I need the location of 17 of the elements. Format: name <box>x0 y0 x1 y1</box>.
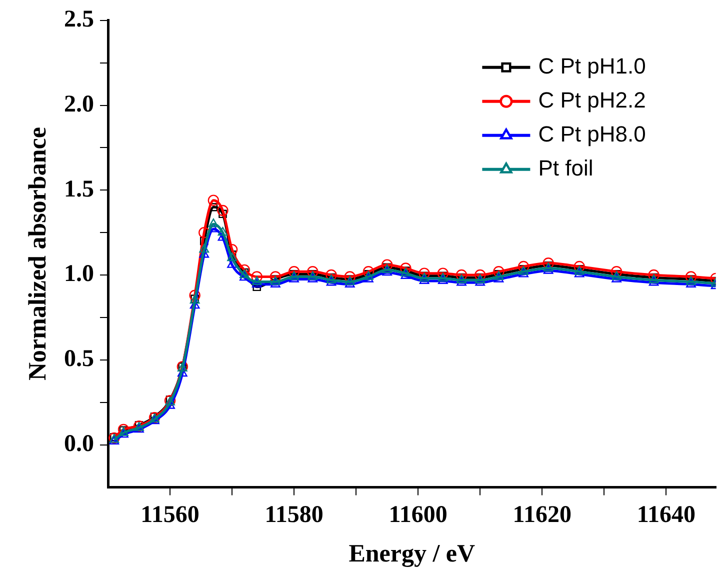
x-tick-label: 11580 <box>264 502 324 528</box>
legend-label: C Pt pH8.0 <box>538 121 646 146</box>
legend-label: Pt foil <box>538 155 594 180</box>
y-tick-label: 0.0 <box>64 430 94 457</box>
legend-label: C Pt pH2.2 <box>538 87 646 112</box>
x-tick-label: 11560 <box>140 502 200 528</box>
y-tick-label: 1.0 <box>64 261 94 288</box>
x-axis-title: Energy / eV <box>348 540 476 568</box>
y-axis-title: Normalized absorbance <box>24 127 52 381</box>
legend-label: C Pt pH1.0 <box>538 53 646 78</box>
x-tick-label: 11620 <box>512 502 572 528</box>
x-tick-label: 11600 <box>388 502 448 528</box>
y-tick-label: 1.5 <box>64 176 94 202</box>
y-tick-label: 2.5 <box>64 6 94 33</box>
x-tick-label: 11640 <box>636 502 696 528</box>
y-tick-label: 2.0 <box>64 91 94 118</box>
y-tick-label: 0.5 <box>64 346 94 372</box>
